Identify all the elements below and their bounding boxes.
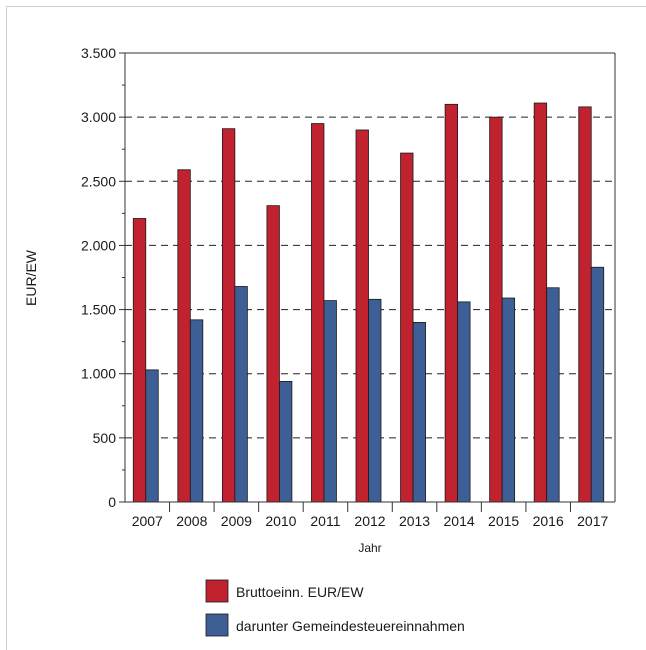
bar-bruttoeinn-2008 <box>177 169 191 503</box>
legend-swatch-gemeindesteuer <box>205 613 229 637</box>
x-tick-label: 2015 <box>488 513 519 529</box>
y-tick-label: 2.500 <box>81 173 116 189</box>
bar-bruttoeinn-2007 <box>132 218 147 503</box>
bar-bruttoeinn-2010 <box>266 205 280 503</box>
bar-gemeindesteuer-2007 <box>145 369 159 503</box>
x-tick-label: 2009 <box>221 513 252 529</box>
bar-bruttoeinn-2014 <box>444 103 458 503</box>
y-tick-label: 1.000 <box>81 366 116 382</box>
bar-gemeindesteuer-2017 <box>590 266 605 503</box>
legend-label-bruttoeinn: Bruttoeinn. EUR/EW <box>236 584 364 600</box>
bar-gemeindesteuer-2016 <box>546 287 560 503</box>
x-axis-title: Jahr <box>358 541 381 555</box>
x-tick-label: 2012 <box>354 513 385 529</box>
bar-gemeindesteuer-2011 <box>323 300 337 503</box>
x-tick-label: 2007 <box>132 513 163 529</box>
y-tick-label: 500 <box>93 430 117 446</box>
bar-bruttoeinn-2015 <box>489 116 503 503</box>
bar-bruttoeinn-2009 <box>221 128 236 503</box>
x-tick-label: 2016 <box>533 513 564 529</box>
bar-bruttoeinn-2011 <box>311 123 325 503</box>
bar-bruttoeinn-2012 <box>355 129 369 503</box>
x-tick-label: 2013 <box>399 513 430 529</box>
bar-gemeindesteuer-2015 <box>501 297 516 503</box>
y-tick-label: 3.500 <box>81 45 116 61</box>
bar-gemeindesteuer-2010 <box>279 381 293 503</box>
bar-gemeindesteuer-2012 <box>368 298 382 503</box>
x-tick-label: 2017 <box>577 513 608 529</box>
chart-frame <box>6 6 646 650</box>
y-axis-title: EUR/EW <box>23 249 39 306</box>
tick-labels: 0 500 1.000 1.500 2.000 2.500 3.000 3.500 2007 20… <box>81 45 609 529</box>
bar-gemeindesteuer-2009 <box>234 286 248 503</box>
bar-bruttoeinn-2016 <box>533 102 548 503</box>
bar-gemeindesteuer-2014 <box>457 301 471 503</box>
y-tick-label: 1.500 <box>81 302 116 318</box>
y-tick-label: 0 <box>108 494 116 510</box>
x-tick-label: 2008 <box>176 513 207 529</box>
legend-swatch-bruttoeinn <box>205 579 229 603</box>
axes <box>119 52 616 512</box>
bars <box>132 102 605 503</box>
x-tick-label: 2011 <box>310 513 340 529</box>
bar-gemeindesteuer-2008 <box>189 319 204 503</box>
x-tick-label: 2010 <box>265 513 296 529</box>
bar-gemeindesteuer-2013 <box>412 321 426 503</box>
legend: Bruttoeinn. EUR/EW darunter Gemeindesteu… <box>205 579 465 637</box>
y-tick-label: 2.000 <box>81 237 116 253</box>
y-tick-label: 3.000 <box>81 109 116 125</box>
bar-bruttoeinn-2017 <box>578 106 592 503</box>
x-tick-label: 2014 <box>444 513 475 529</box>
legend-label-gemeindesteuer: darunter Gemeindesteuereinnahmen <box>236 618 465 634</box>
bar-bruttoeinn-2013 <box>400 152 414 503</box>
